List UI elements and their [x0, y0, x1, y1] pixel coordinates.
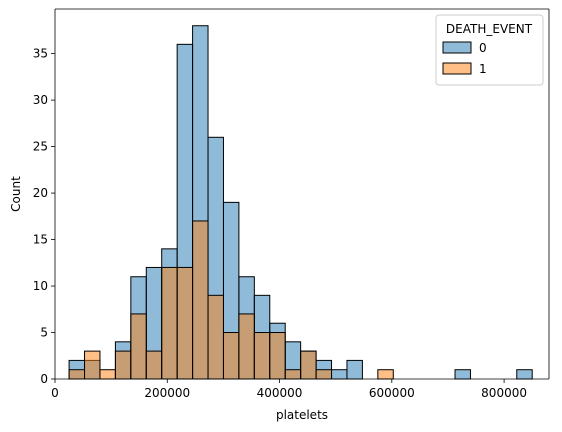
- legend-swatch-0: [442, 41, 472, 54]
- bar-series-1-bin-6: [161, 266, 178, 380]
- y-tick-label: 25: [33, 140, 48, 154]
- y-tick-label: 10: [33, 279, 48, 293]
- x-tick-label: 600000: [369, 386, 415, 400]
- y-tick-label: 30: [33, 93, 48, 107]
- bar-series-1-bin-13: [269, 332, 286, 380]
- bar-series-1-bin-11: [238, 313, 255, 380]
- bar-series-1-bin-7: [176, 266, 194, 380]
- bar-series-1-bin-14: [284, 369, 302, 380]
- series-1-bars: [68, 220, 394, 380]
- bar-series-1-bin-15: [300, 350, 317, 380]
- bar-series-1-bin-1: [84, 350, 101, 380]
- legend: DEATH_EVENT 0 1: [435, 14, 544, 86]
- x-axis-title: platelets: [276, 408, 328, 422]
- legend-label-1: 1: [479, 62, 487, 76]
- bar-series-0-bin-29: [516, 369, 533, 380]
- legend-swatch-1: [442, 62, 472, 75]
- legend-label-0: 0: [479, 41, 487, 55]
- y-tick-label: 20: [33, 186, 48, 200]
- y-tick-label: 5: [40, 326, 48, 340]
- bar-series-1-bin-4: [130, 313, 147, 380]
- bar-series-1-bin-8: [192, 220, 209, 380]
- bar-series-1-bin-16: [315, 369, 333, 380]
- bar-series-1-bin-5: [145, 350, 163, 380]
- x-tick-label: 400000: [257, 386, 303, 400]
- y-tick-label: 35: [33, 47, 48, 61]
- bar-series-1-bin-0: [68, 369, 86, 380]
- bar-series-0-bin-25: [454, 369, 471, 380]
- legend-title: DEATH_EVENT: [446, 22, 533, 36]
- y-axis-title: Count: [9, 176, 23, 212]
- x-tick-label: 800000: [481, 386, 527, 400]
- bar-series-1-bin-20: [377, 369, 394, 380]
- bar-series-1-bin-12: [253, 332, 271, 380]
- y-tick-label: 15: [33, 233, 48, 247]
- y-tick-label: 0: [40, 372, 48, 386]
- bar-series-1-bin-3: [114, 350, 132, 380]
- bar-series-0-bin-18: [346, 359, 363, 380]
- x-tick-label: 200000: [144, 386, 190, 400]
- bar-series-1-bin-10: [222, 332, 240, 380]
- bar-series-1-bin-9: [207, 294, 224, 380]
- x-tick-label: 0: [51, 386, 59, 400]
- bar-series-0-bin-17: [331, 369, 348, 380]
- bar-series-1-bin-2: [99, 369, 116, 380]
